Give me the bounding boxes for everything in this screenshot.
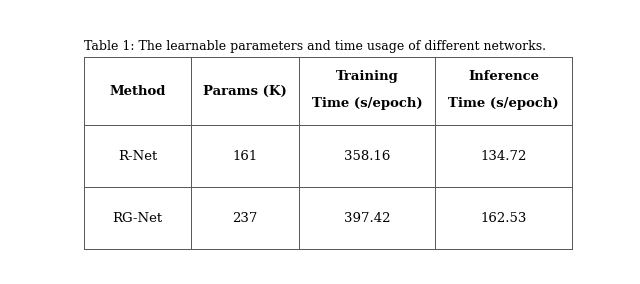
Text: Time (s/epoch): Time (s/epoch) <box>312 97 422 110</box>
Text: Training: Training <box>335 70 399 83</box>
Text: 162.53: 162.53 <box>481 212 527 225</box>
Text: 161: 161 <box>232 150 258 163</box>
Text: 134.72: 134.72 <box>481 150 527 163</box>
Text: 237: 237 <box>232 212 258 225</box>
Text: R-Net: R-Net <box>118 150 157 163</box>
Text: Params (K): Params (K) <box>203 85 287 98</box>
Text: 358.16: 358.16 <box>344 150 390 163</box>
Text: Time (s/epoch): Time (s/epoch) <box>449 97 559 110</box>
Text: Inference: Inference <box>468 70 540 83</box>
Text: 397.42: 397.42 <box>344 212 390 225</box>
Text: Table 1: The learnable parameters and time usage of different networks.: Table 1: The learnable parameters and ti… <box>84 39 546 53</box>
Text: Method: Method <box>109 85 166 98</box>
Text: RG-Net: RG-Net <box>113 212 163 225</box>
